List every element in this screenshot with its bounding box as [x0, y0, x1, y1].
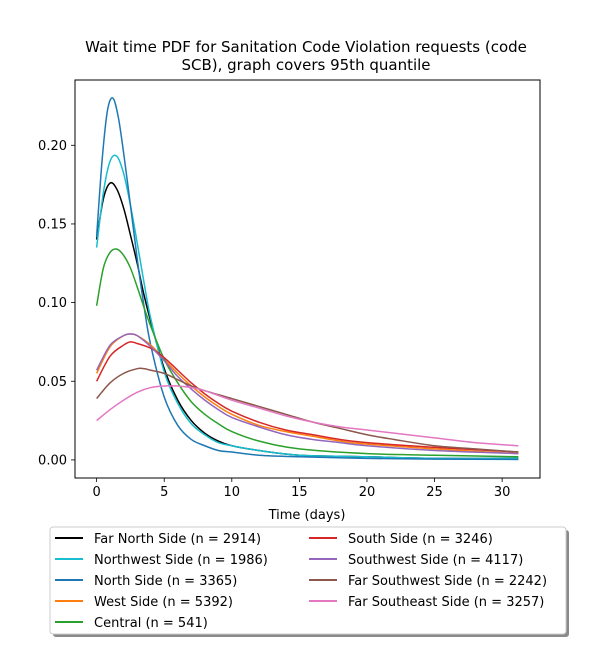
- series-line-1: [95, 181, 519, 460]
- legend-entry-9: Far Southeast Side (n = 3257): [348, 595, 544, 610]
- series-line-9: [96, 385, 519, 447]
- x-tick-label: 0: [92, 485, 100, 500]
- y-tick-label: 0.10: [38, 296, 67, 311]
- x-axis-label: Time (days): [268, 508, 346, 523]
- x-tick-label: 15: [291, 485, 308, 500]
- series-line-3: [95, 97, 519, 461]
- series-line-2: [95, 154, 519, 460]
- chart-title-line-1: Wait time PDF for Sanitation Code Violat…: [85, 38, 527, 56]
- legend-entry-3: North Side (n = 3365): [94, 574, 237, 589]
- y-tick-label: 0.05: [38, 375, 67, 390]
- legend-entry-7: Southwest Side (n = 4117): [348, 553, 523, 568]
- legend-entry-2: Northwest Side (n = 1986): [94, 553, 268, 568]
- plot-frame: [74, 79, 541, 479]
- legend-box: [49, 526, 567, 635]
- legend-entry-8: Far Southwest Side (n = 2242): [348, 574, 547, 589]
- x-tick-label: 10: [224, 485, 241, 500]
- series-line-4: [95, 333, 519, 455]
- chart-title-line-2: SCB), graph covers 95th quantile: [181, 56, 430, 74]
- series-line-7: [95, 333, 519, 455]
- legend: Far North Side (n = 2914) Northwest Side …: [49, 526, 569, 637]
- y-tick-label: 0.15: [38, 217, 67, 232]
- y-tick-label: 0.00: [38, 453, 67, 468]
- x-tick-label: 20: [359, 485, 376, 500]
- chart-title: Wait time PDF for Sanitation Code Violat…: [85, 38, 527, 74]
- series-line-6: [95, 341, 519, 453]
- legend-entry-6: South Side (n = 3246): [348, 532, 493, 547]
- legend-entry-5: Central (n = 541): [94, 616, 208, 631]
- axes-layer: 0 5 10 15 20 25 30 0.00 0.05 0.10 0.15 0.20: [38, 139, 510, 500]
- x-tick-label: 5: [160, 485, 168, 500]
- series-layer: [95, 97, 519, 461]
- legend-entry-1: Far North Side (n = 2914): [94, 532, 261, 547]
- y-tick-label: 0.20: [38, 139, 67, 154]
- x-tick-label: 25: [426, 485, 443, 500]
- x-tick-label: 30: [494, 485, 511, 500]
- legend-entry-4: West Side (n = 5392): [94, 595, 233, 610]
